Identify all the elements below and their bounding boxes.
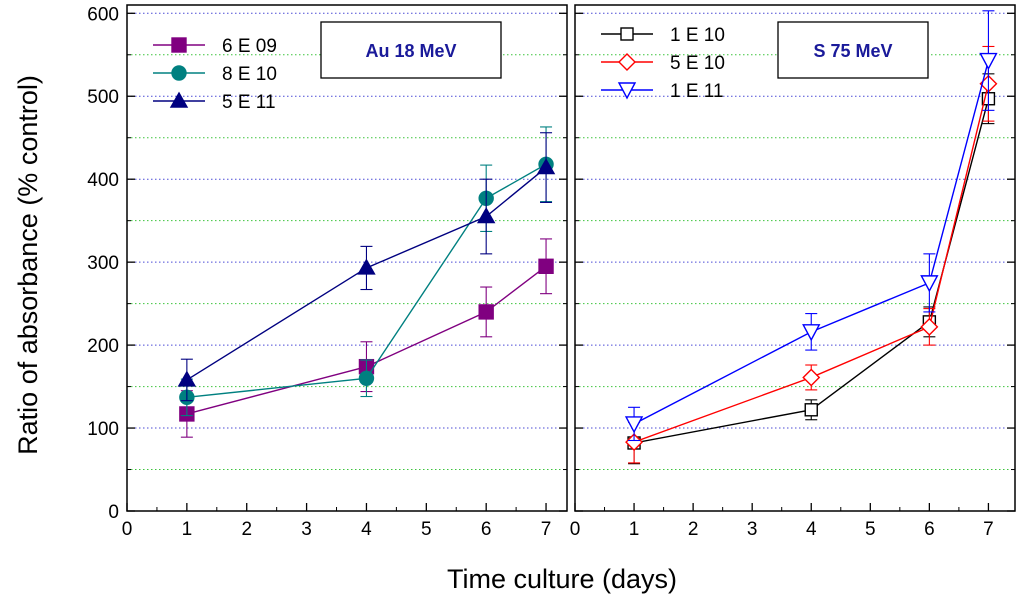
legend-marker	[617, 82, 637, 100]
x-tick-label: 2	[241, 519, 252, 540]
legend-marker	[171, 37, 187, 53]
data-point	[920, 275, 939, 293]
y-tick-label: 600	[87, 4, 119, 25]
series-line	[186, 265, 547, 415]
data-point	[476, 207, 496, 224]
x-tick-label: 4	[806, 519, 817, 540]
series-5-e-10	[625, 45, 998, 464]
legend-marker	[620, 27, 634, 41]
series-line	[633, 60, 990, 425]
data-point	[804, 403, 818, 417]
data-point	[358, 370, 375, 386]
x-tick-label: 6	[481, 519, 492, 540]
x-tick-label: 5	[865, 519, 876, 540]
x-tick-label: 5	[421, 519, 432, 540]
panel-au-18-mev: 0 1 2 3 4 5 6 7 0 100 200 300 400 500 600 6 E 09 8 E 10 5…	[87, 4, 568, 540]
legend-label: 5 E 11	[222, 92, 276, 113]
x-tick-label: 1	[182, 519, 193, 540]
x-tick-label: 1	[629, 519, 640, 540]
data-point	[979, 52, 998, 71]
y-tick-label: 500	[87, 87, 119, 108]
data-point	[357, 258, 376, 275]
x-axis-title: Time culture (days)	[447, 564, 677, 594]
series-line	[633, 83, 990, 443]
x-tick-label: 2	[688, 519, 699, 540]
legend-label: 1 E 10	[670, 25, 725, 46]
data-point	[802, 324, 821, 342]
series-1-e-10	[627, 73, 996, 465]
data-point	[478, 304, 494, 320]
x-tick-label: 0	[122, 519, 133, 540]
legend-marker	[618, 53, 636, 71]
panel-label-box	[320, 21, 502, 79]
legend-label: 8 E 10	[222, 64, 277, 85]
data-point	[920, 317, 939, 336]
panel-s-75-mev: 0 1 2 3 4 5 6 7 1 E 10 5 E 10 1 E 11 S 75 MeV	[570, 4, 1016, 540]
x-tick-label: 4	[361, 519, 372, 540]
legend-label: 6 E 09	[222, 36, 277, 57]
plot-frame	[574, 4, 1016, 512]
data-point	[177, 370, 197, 387]
series-line	[633, 98, 990, 444]
plot-frame	[126, 4, 568, 512]
data-point	[538, 258, 554, 274]
series-1-e-11	[624, 10, 998, 442]
series-line	[186, 167, 547, 381]
x-tick-label: 7	[983, 519, 994, 540]
data-point	[625, 433, 644, 452]
data-point	[536, 158, 556, 175]
x-tick-label: 0	[570, 519, 581, 540]
panel-label-box	[777, 21, 929, 79]
panel-label: Au 18 MeV	[365, 41, 456, 61]
legend-label: 1 E 11	[670, 81, 724, 102]
series-line	[186, 163, 547, 399]
data-point	[802, 368, 821, 387]
series-5-e-11	[177, 132, 556, 402]
legend-label: 5 E 10	[670, 53, 725, 74]
x-tick-label: 7	[541, 519, 552, 540]
y-tick-label: 0	[108, 502, 119, 523]
data-point	[624, 416, 644, 434]
y-tick-label: 300	[87, 253, 119, 274]
y-tick-label: 400	[87, 170, 119, 191]
y-tick-label: 100	[87, 419, 119, 440]
legend-marker	[169, 91, 189, 108]
y-axis-title: Ratio of absorbance (% control)	[13, 75, 43, 455]
legend-marker	[171, 65, 187, 81]
y-tick-label: 200	[87, 336, 119, 357]
x-tick-label: 3	[747, 519, 758, 540]
panel-label: S 75 MeV	[813, 41, 892, 61]
x-tick-label: 6	[924, 519, 935, 540]
x-tick-label: 3	[301, 519, 312, 540]
